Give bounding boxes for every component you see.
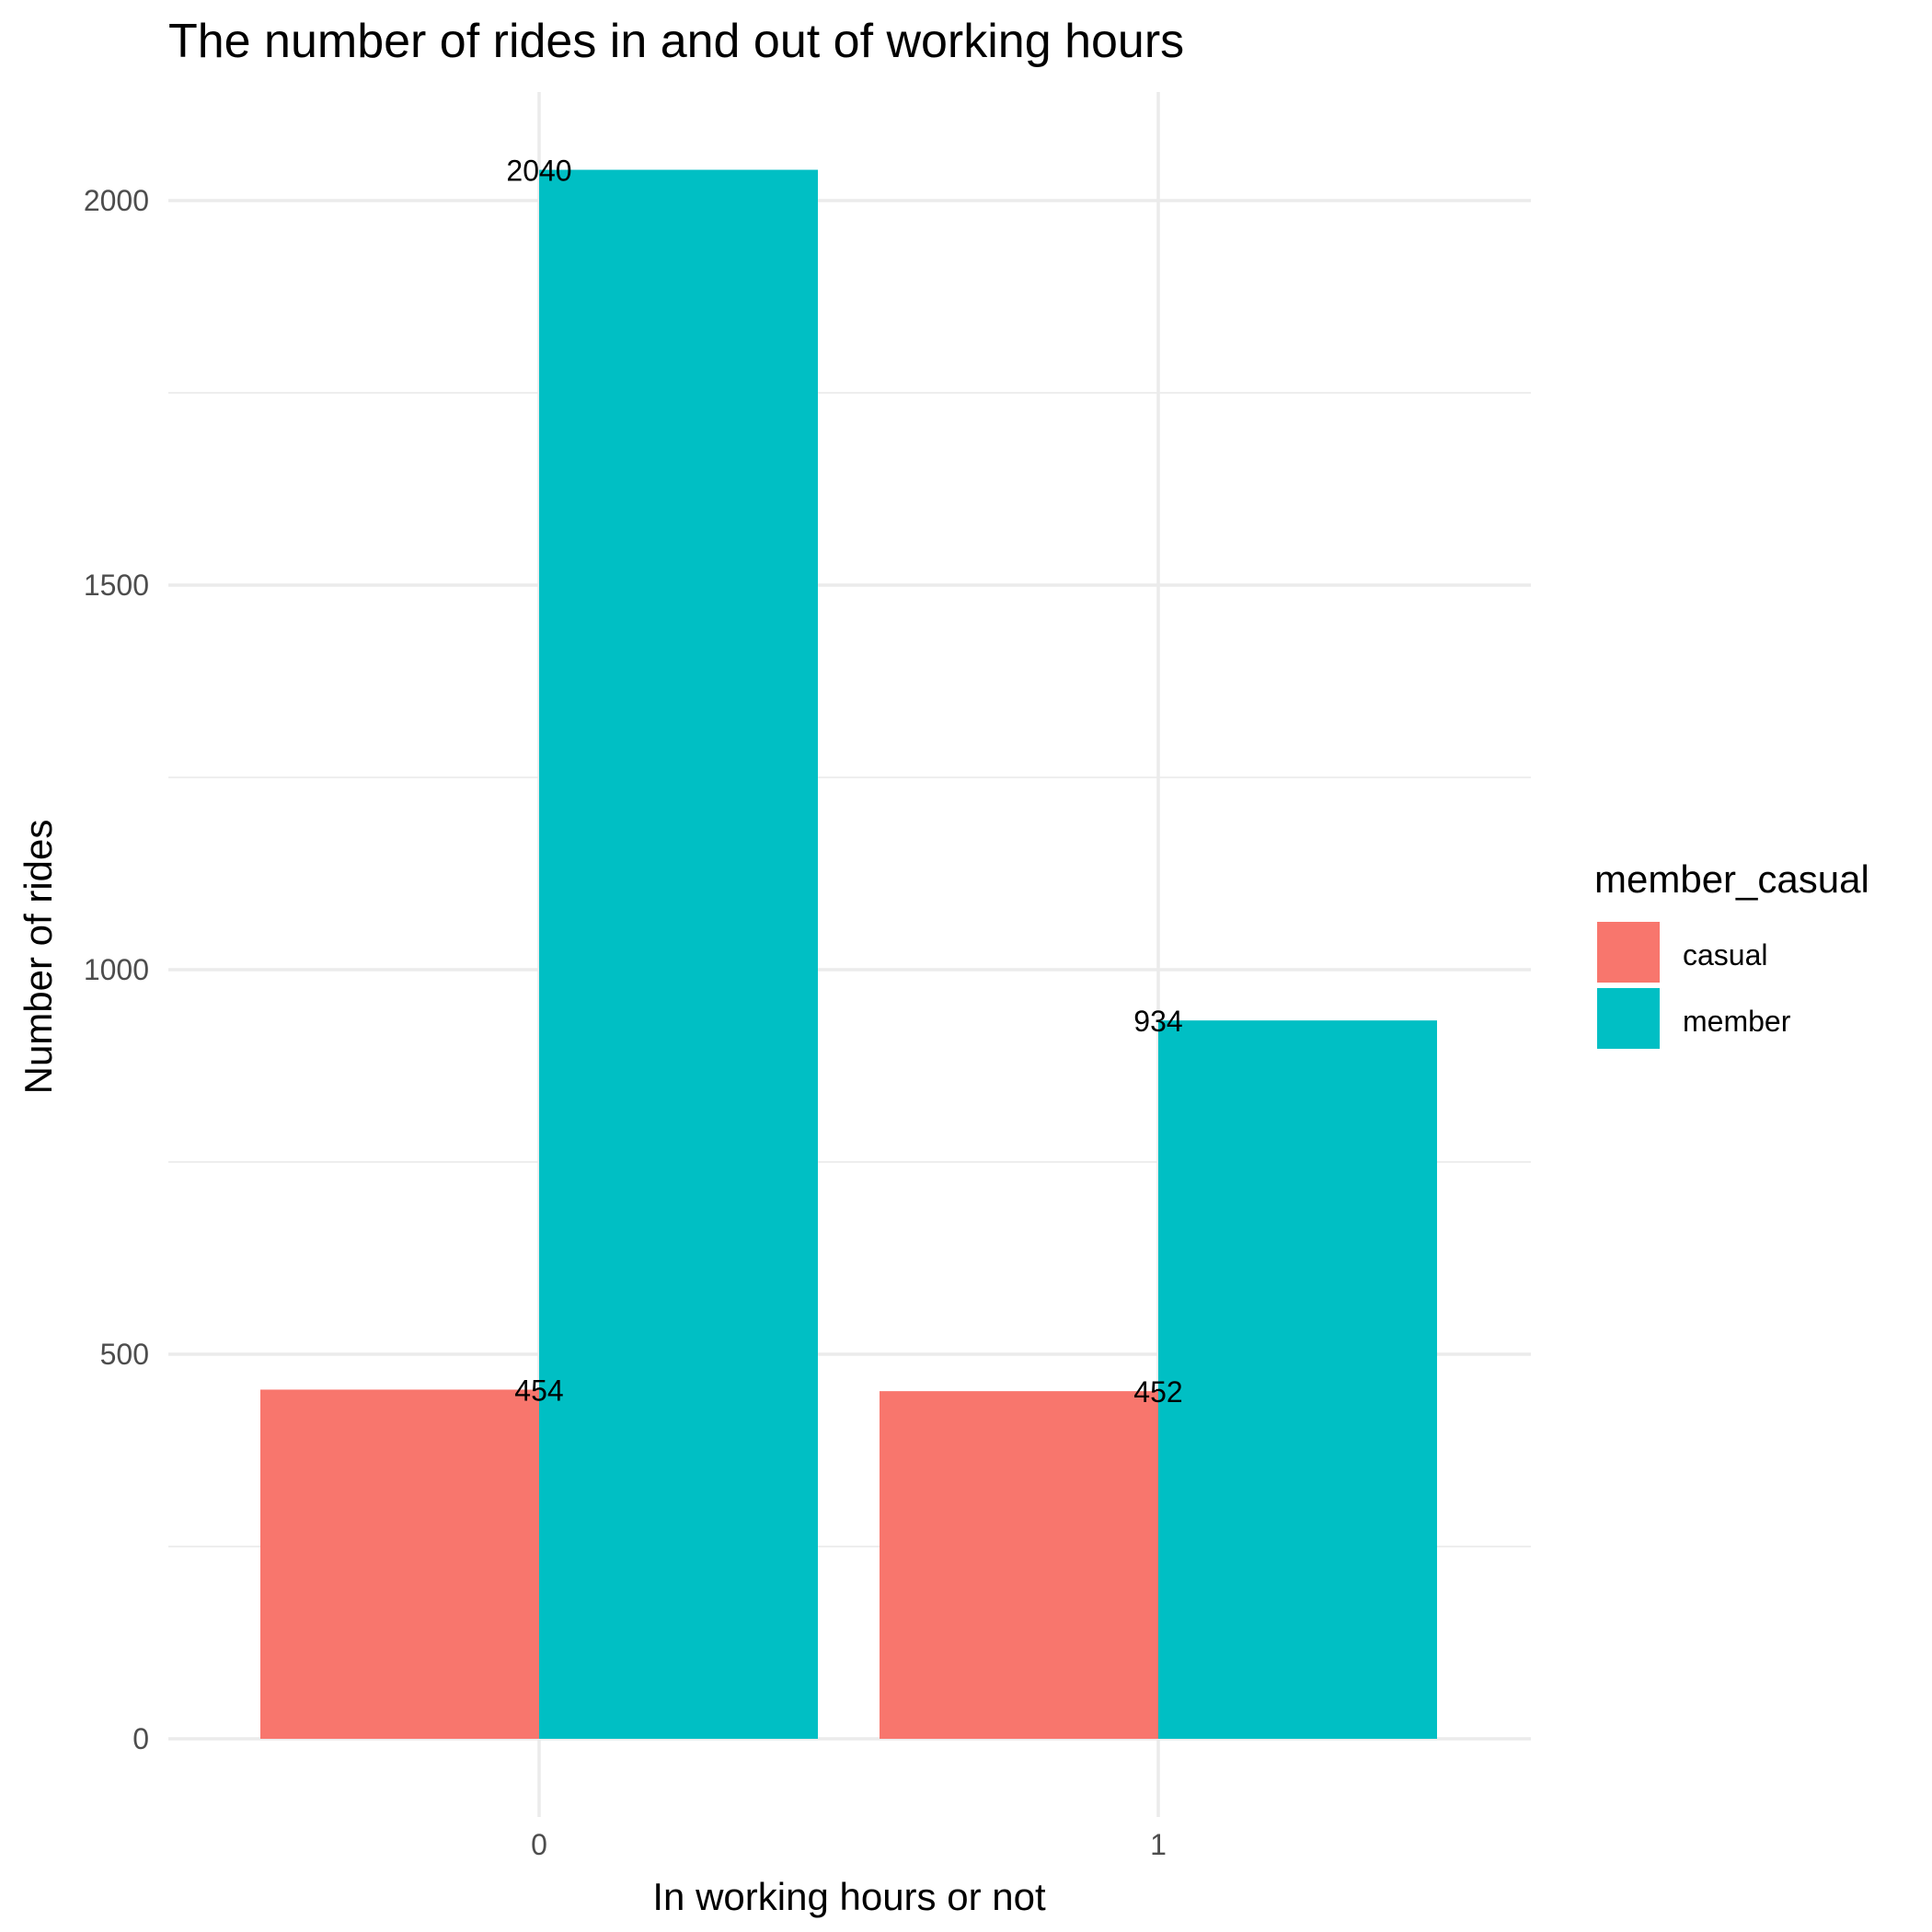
data-label-member-1: 934 bbox=[1133, 1005, 1182, 1038]
data-label-casual-1: 452 bbox=[1133, 1375, 1182, 1409]
legend-label-member: member bbox=[1683, 1005, 1791, 1038]
y-tick-label: 500 bbox=[100, 1338, 149, 1371]
x-tick-label: 0 bbox=[531, 1828, 547, 1861]
data-labels: 454 2040 452 934 bbox=[506, 155, 1182, 1409]
legend: member_casual casual member bbox=[1594, 857, 1869, 1049]
data-label-casual-0: 454 bbox=[514, 1374, 563, 1407]
legend-key-casual bbox=[1597, 922, 1660, 983]
bars bbox=[260, 169, 1437, 1739]
legend-title: member_casual bbox=[1594, 857, 1869, 901]
data-label-member-0: 2040 bbox=[506, 155, 571, 188]
y-tick-label: 1000 bbox=[84, 953, 149, 986]
y-axis-title: Number of rides bbox=[17, 820, 60, 1095]
chart-title: The number of rides in and out of workin… bbox=[168, 15, 1184, 68]
bar-member-0 bbox=[539, 169, 818, 1739]
y-axis-ticks: 0 500 1000 1500 2000 bbox=[84, 184, 149, 1755]
y-tick-label: 2000 bbox=[84, 184, 149, 217]
bar-casual-1 bbox=[880, 1391, 1158, 1739]
x-tick-label: 1 bbox=[1150, 1828, 1167, 1861]
x-axis-title: In working hours or not bbox=[652, 1875, 1046, 1918]
bar-member-1 bbox=[1158, 1020, 1437, 1739]
y-tick-label: 1500 bbox=[84, 569, 149, 602]
legend-label-casual: casual bbox=[1683, 938, 1768, 972]
bar-casual-0 bbox=[260, 1389, 539, 1739]
legend-key-member bbox=[1597, 988, 1660, 1049]
y-tick-label: 0 bbox=[132, 1722, 149, 1755]
